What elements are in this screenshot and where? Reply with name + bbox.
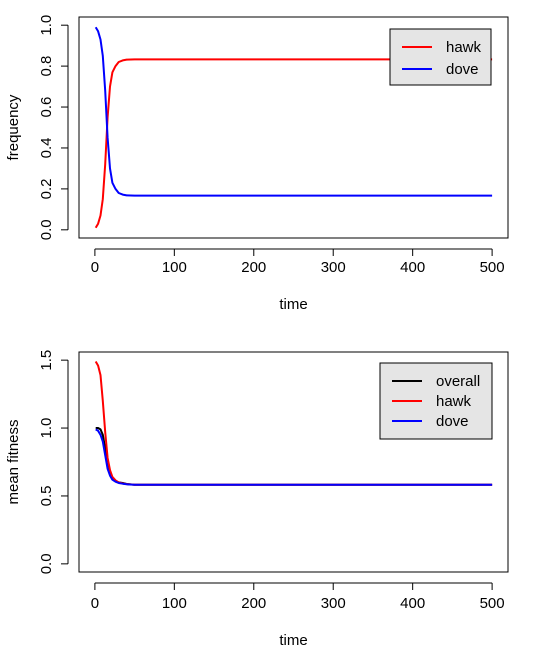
y-tick-label: 1.0	[38, 15, 55, 36]
legend-label-dove: dove	[436, 413, 469, 430]
x-tick-label: 200	[241, 595, 266, 612]
y-tick-label: 0.6	[38, 97, 55, 118]
x-tick-label: 100	[162, 595, 187, 612]
y-tick-label: 0.8	[38, 56, 55, 77]
y-tick-label: 0.2	[38, 178, 55, 199]
legend: overall hawk dove	[379, 362, 493, 440]
x-tick-label: 100	[162, 259, 187, 276]
legend: hawk dove	[389, 28, 492, 86]
y-tick-label: 0.4	[38, 138, 55, 159]
legend-label-hawk: hawk	[446, 39, 482, 56]
x-tick-label: 400	[400, 595, 425, 612]
legend-label-overall: overall	[436, 373, 480, 390]
legend-box	[389, 28, 492, 86]
legend-label-dove: dove	[446, 61, 479, 78]
series-line-dove	[95, 428, 493, 486]
x-tick-label: 300	[321, 259, 346, 276]
plot-frame	[78, 16, 509, 239]
x-tick-label: 0	[91, 259, 99, 276]
x-axis-title: time	[279, 296, 307, 313]
y-tick-label: 0.0	[38, 219, 55, 240]
x-tick-label: 200	[241, 259, 266, 276]
plot-frame	[78, 351, 509, 573]
chart-panel-2: 0 100 200 300 400 500 time 0.0 0.5 1.0 1.5 mean fit…	[5, 350, 509, 649]
y-tick-label: 0.5	[38, 486, 55, 507]
x-tick-label: 500	[480, 595, 505, 612]
y-tick-label: 1.0	[38, 418, 55, 439]
x-tick-label: 0	[91, 595, 99, 612]
legend-label-hawk: hawk	[436, 393, 472, 410]
x-axis-title: time	[279, 632, 307, 649]
series-line-dove	[94, 26, 493, 197]
x-tick-label: 300	[321, 595, 346, 612]
y-tick-label: 0.0	[38, 553, 55, 574]
y-tick-label: 1.5	[38, 350, 55, 371]
y-axis-title: mean fitness	[5, 419, 22, 504]
series-line-hawk	[94, 58, 493, 229]
chart-panel-1: 0 100 200 300 400 500 time 0.0 0.2 0.4 0.6 0.8 1.0 fr…	[5, 15, 509, 313]
y-axis-title: frequency	[5, 94, 22, 160]
x-tick-label: 500	[480, 259, 505, 276]
x-tick-label: 400	[400, 259, 425, 276]
